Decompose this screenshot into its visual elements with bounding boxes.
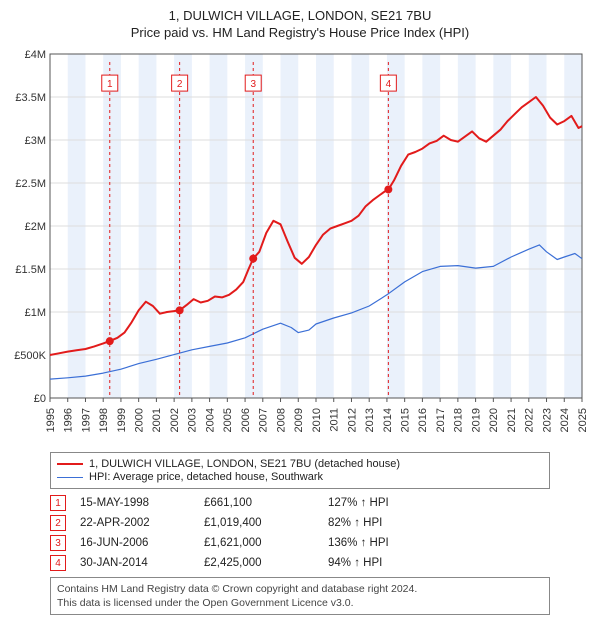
transaction-date: 30-JAN-2014: [80, 557, 190, 569]
footer-attribution: Contains HM Land Registry data © Crown c…: [50, 577, 550, 615]
svg-text:2008: 2008: [275, 408, 287, 432]
svg-text:2022: 2022: [524, 408, 536, 432]
svg-text:2005: 2005: [222, 408, 234, 432]
svg-text:£1M: £1M: [25, 307, 46, 319]
transaction-pct: 136% ↑ HPI: [328, 537, 448, 549]
svg-text:2000: 2000: [134, 408, 146, 432]
transactions-table: 1 15-MAY-1998 £661,100 127% ↑ HPI 2 22-APR-20…: [50, 493, 550, 573]
svg-text:2021: 2021: [506, 408, 518, 432]
svg-text:2011: 2011: [329, 408, 341, 432]
svg-text:£1.5M: £1.5M: [15, 264, 46, 276]
transaction-row: 4 30-JAN-2014 £2,425,000 94% ↑ HPI: [50, 553, 550, 573]
svg-text:2007: 2007: [258, 408, 270, 432]
svg-text:2002: 2002: [169, 408, 181, 432]
transaction-row: 2 22-APR-2002 £1,019,400 82% ↑ HPI: [50, 513, 550, 533]
svg-text:2012: 2012: [346, 408, 358, 432]
svg-text:2003: 2003: [187, 408, 199, 432]
transaction-number: 1: [50, 495, 66, 511]
legend-item: 1, DULWICH VILLAGE, LONDON, SE21 7BU (de…: [57, 458, 543, 470]
svg-text:2013: 2013: [364, 408, 376, 432]
transaction-pct: 82% ↑ HPI: [328, 517, 448, 529]
transaction-number: 4: [50, 555, 66, 571]
legend-swatch: [57, 477, 83, 478]
svg-text:4: 4: [386, 79, 392, 90]
legend-label: HPI: Average price, detached house, Sout…: [89, 471, 323, 483]
transaction-date: 22-APR-2002: [80, 517, 190, 529]
svg-text:£3M: £3M: [25, 135, 46, 147]
legend-swatch: [57, 463, 83, 465]
svg-text:1998: 1998: [98, 408, 110, 432]
transaction-number: 3: [50, 535, 66, 551]
legend-label: 1, DULWICH VILLAGE, LONDON, SE21 7BU (de…: [89, 458, 400, 470]
svg-text:1999: 1999: [116, 408, 128, 432]
footer-line-2: This data is licensed under the Open Gov…: [57, 596, 543, 610]
legend-item: HPI: Average price, detached house, Sout…: [57, 471, 543, 483]
legend: 1, DULWICH VILLAGE, LONDON, SE21 7BU (de…: [50, 452, 550, 489]
title-line-1: 1, DULWICH VILLAGE, LONDON, SE21 7BU: [8, 8, 592, 23]
svg-text:2023: 2023: [541, 408, 553, 432]
transaction-row: 1 15-MAY-1998 £661,100 127% ↑ HPI: [50, 493, 550, 513]
svg-text:2024: 2024: [559, 408, 571, 432]
svg-text:2018: 2018: [453, 408, 465, 432]
svg-text:£0: £0: [34, 393, 46, 405]
svg-text:2016: 2016: [417, 408, 429, 432]
transaction-price: £1,621,000: [204, 537, 314, 549]
svg-text:£4M: £4M: [25, 49, 46, 61]
svg-text:2: 2: [177, 79, 183, 90]
chart-svg: £0 £500K £1M £1.5M £2M £2.5M £3M £3.5M £4M 1995 19…: [8, 46, 592, 446]
svg-text:£3.5M: £3.5M: [15, 92, 46, 104]
transaction-price: £661,100: [204, 497, 314, 509]
transaction-row: 3 16-JUN-2006 £1,621,000 136% ↑ HPI: [50, 533, 550, 553]
footer-line-1: Contains HM Land Registry data © Crown c…: [57, 582, 543, 596]
svg-text:1996: 1996: [63, 408, 75, 432]
svg-text:2010: 2010: [311, 408, 323, 432]
transaction-price: £2,425,000: [204, 557, 314, 569]
chart-title: 1, DULWICH VILLAGE, LONDON, SE21 7BU Pri…: [8, 8, 592, 40]
svg-text:1997: 1997: [80, 408, 92, 432]
transaction-pct: 94% ↑ HPI: [328, 557, 448, 569]
svg-text:2004: 2004: [204, 408, 216, 432]
svg-text:1995: 1995: [45, 408, 57, 432]
svg-text:2015: 2015: [400, 408, 412, 432]
svg-text:1: 1: [107, 79, 113, 90]
svg-text:2020: 2020: [488, 408, 500, 432]
svg-text:£500K: £500K: [14, 350, 46, 362]
svg-text:2025: 2025: [577, 408, 589, 432]
transaction-date: 16-JUN-2006: [80, 537, 190, 549]
svg-text:£2M: £2M: [25, 221, 46, 233]
transaction-date: 15-MAY-1998: [80, 497, 190, 509]
transaction-pct: 127% ↑ HPI: [328, 497, 448, 509]
svg-text:2006: 2006: [240, 408, 252, 432]
svg-text:2001: 2001: [151, 408, 163, 432]
svg-text:2019: 2019: [470, 408, 482, 432]
transaction-number: 2: [50, 515, 66, 531]
chart-area: £0 £500K £1M £1.5M £2M £2.5M £3M £3.5M £4M 1995 19…: [8, 46, 592, 446]
svg-text:2009: 2009: [293, 408, 305, 432]
svg-text:2014: 2014: [382, 408, 394, 432]
svg-text:2017: 2017: [435, 408, 447, 432]
title-line-2: Price paid vs. HM Land Registry's House …: [8, 25, 592, 40]
svg-text:3: 3: [250, 79, 256, 90]
svg-text:£2.5M: £2.5M: [15, 178, 46, 190]
transaction-price: £1,019,400: [204, 517, 314, 529]
